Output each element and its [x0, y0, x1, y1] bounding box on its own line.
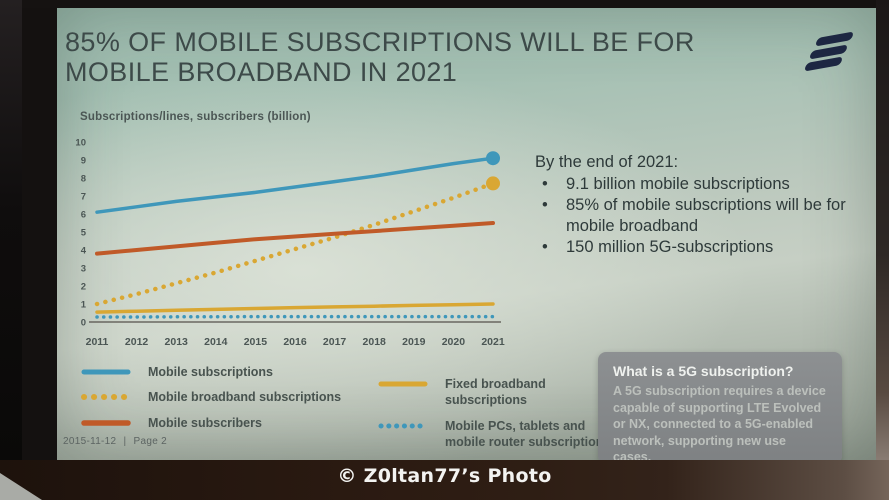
- footer-date: 2015-11-12: [63, 436, 117, 447]
- legend-item: Mobile PCs, tablets and mobile router su…: [377, 418, 637, 451]
- slide-title-line2: MOBILE BROADBAND IN 2021: [65, 56, 458, 87]
- svg-text:2016: 2016: [283, 336, 307, 348]
- svg-text:10: 10: [75, 138, 86, 149]
- svg-text:2021: 2021: [481, 336, 505, 348]
- legend-swatch-solid-yellow-icon: [378, 381, 428, 387]
- chart-legend: Mobile subscriptions Mobile broadband su…: [80, 364, 637, 459]
- svg-text:7: 7: [81, 192, 86, 203]
- svg-text:9: 9: [81, 156, 86, 167]
- key-points-heading: By the end of 2021:: [535, 153, 679, 171]
- legend-item: Mobile subscribers: [80, 415, 377, 431]
- legend-label: Mobile broadband subscriptions: [148, 390, 342, 405]
- ericsson-logo-icon: [803, 31, 865, 73]
- key-point-item: 150 million 5G-subscriptions: [535, 237, 887, 258]
- photo-edge-left: [0, 0, 22, 468]
- legend-swatch-solid-blue-icon: [81, 369, 131, 375]
- svg-text:2018: 2018: [363, 336, 387, 348]
- key-points: By the end of 2021: 9.1 billion mobile s…: [535, 152, 887, 258]
- svg-text:2019: 2019: [402, 336, 426, 348]
- legend-column-left: Mobile subscriptions Mobile broadband su…: [80, 364, 377, 459]
- key-points-list: 9.1 billion mobile subscriptions 85% of …: [535, 174, 887, 258]
- photo-edge-top: [0, 0, 889, 8]
- svg-text:2015: 2015: [244, 336, 268, 348]
- 5g-definition-box: What is a 5G subscription? A 5G subscrip…: [598, 352, 842, 464]
- legend-swatch-dotted-blue-icon: [378, 423, 428, 428]
- svg-text:0: 0: [81, 318, 86, 329]
- svg-text:2014: 2014: [204, 336, 228, 348]
- legend-column-right: Fixed broadband subscriptions Mobile PCs…: [377, 376, 637, 459]
- svg-text:4: 4: [81, 246, 87, 257]
- infobox-body: A 5G subscription requires a device capa…: [613, 384, 826, 464]
- infobox-title: What is a 5G subscription?: [613, 363, 794, 379]
- logo-bar: [808, 43, 849, 60]
- slide-title-line1: 85% OF MOBILE SUBSCRIPTIONS WILL BE FOR: [65, 27, 695, 57]
- photographer-watermark: © Z0ltan77’s Photo: [337, 465, 552, 487]
- chart-axis-title: Subscriptions/lines, subscribers (billio…: [80, 111, 311, 123]
- svg-text:2013: 2013: [165, 336, 189, 348]
- legend-swatch-dotted-yellow-icon: [81, 394, 131, 401]
- subscriptions-line-chart: 0 1 2 3 4 5 6 7 8 9 10 2011 2012 2013 2014 2015 2016 2017…: [75, 138, 505, 349]
- svg-text:8: 8: [81, 174, 86, 185]
- photo-bottom-band: [0, 460, 889, 500]
- svg-text:2: 2: [81, 282, 86, 293]
- key-point-item: 85% of mobile subscriptions will be for …: [535, 195, 887, 237]
- svg-text:6: 6: [81, 210, 86, 221]
- svg-text:2012: 2012: [125, 336, 149, 348]
- slide-title: 85% OF MOBILE SUBSCRIPTIONS WILL BE FOR …: [65, 27, 725, 87]
- svg-text:2017: 2017: [323, 336, 347, 348]
- legend-item: Fixed broadband subscriptions: [377, 376, 637, 409]
- legend-label: Fixed broadband subscriptions: [445, 377, 546, 408]
- svg-text:3: 3: [81, 264, 86, 275]
- svg-text:5: 5: [81, 228, 87, 239]
- legend-item: Mobile subscriptions: [80, 364, 377, 380]
- svg-text:2020: 2020: [442, 336, 466, 348]
- screen-bezel-left: [22, 0, 57, 468]
- svg-text:1: 1: [81, 300, 87, 311]
- key-point-item: 9.1 billion mobile subscriptions: [535, 174, 887, 195]
- logo-bar: [814, 31, 855, 47]
- legend-label: Mobile subscriptions: [148, 365, 274, 379]
- slide-footer: 2015-11-12 | Page 2: [63, 436, 171, 447]
- legend-label: Mobile PCs, tablets and mobile router su…: [445, 418, 611, 449]
- legend-item: Mobile broadband subscriptions: [80, 389, 377, 405]
- footer-separator: |: [123, 436, 127, 447]
- footer-page-number: Page 2: [133, 436, 168, 447]
- legend-label: Mobile subscribers: [148, 415, 262, 430]
- svg-text:2011: 2011: [86, 336, 109, 348]
- presentation-slide: 85% OF MOBILE SUBSCRIPTIONS WILL BE FOR …: [57, 8, 876, 464]
- legend-swatch-solid-orange-icon: [81, 419, 131, 426]
